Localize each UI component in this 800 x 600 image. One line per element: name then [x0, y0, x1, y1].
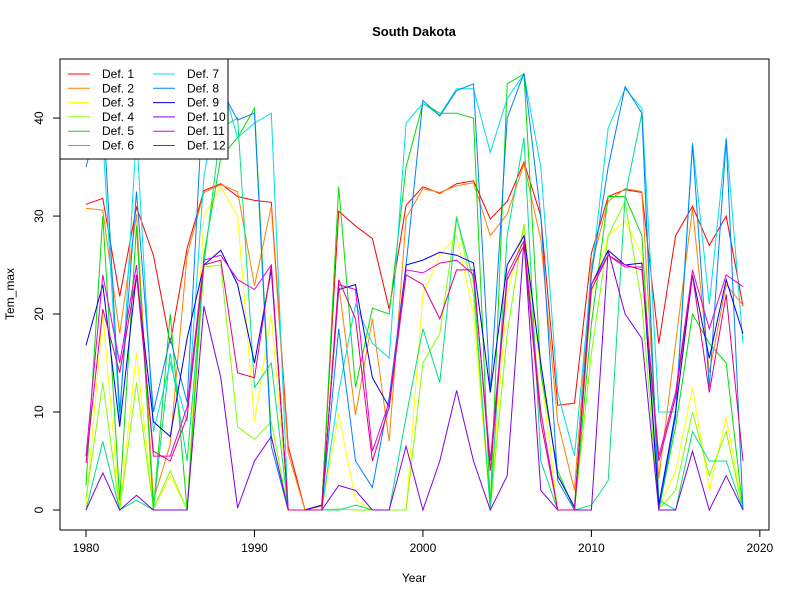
y-axis: 0 10 20 30 40	[32, 111, 61, 513]
legend-label: Def. 10	[187, 110, 226, 124]
legend-label: Def. 1	[102, 67, 134, 81]
legend-label: Def. 11	[187, 124, 225, 138]
x-tick-label: 1980	[73, 541, 100, 555]
legend-label: Def. 4	[102, 110, 134, 124]
legend-box	[59, 58, 229, 160]
y-tick-label: 30	[32, 209, 46, 223]
y-axis-label: Tem_max	[3, 268, 17, 320]
legend-label: Def. 2	[102, 81, 134, 95]
y-tick-label: 10	[32, 405, 46, 419]
y-tick-label: 20	[32, 307, 46, 321]
x-tick-label: 1990	[241, 541, 268, 555]
series-line-8	[85, 72, 744, 512]
series-line-2	[85, 162, 744, 511]
series-line-7	[85, 72, 744, 511]
legend-label: Def. 5	[102, 124, 134, 138]
series-line-1	[85, 160, 744, 511]
series-line-12	[85, 243, 744, 511]
legend-label: Def. 7	[187, 67, 219, 81]
chart-title: South Dakota	[372, 24, 457, 39]
legend-label: Def. 8	[187, 81, 219, 95]
x-tick-label: 2020	[746, 541, 773, 555]
series-line-9	[85, 234, 744, 511]
legend-label: Def. 6	[102, 139, 134, 153]
series-line-6	[85, 113, 744, 511]
x-tick-label: 2010	[578, 541, 605, 555]
y-tick-label: 0	[32, 506, 46, 513]
legend-label: Def. 12	[187, 139, 226, 153]
legend-label: Def. 9	[187, 96, 219, 110]
plot-lines	[85, 72, 744, 512]
y-tick-label: 40	[32, 111, 46, 125]
series-line-10	[85, 240, 744, 512]
x-axis: 1980 1990 2000 2010 2020	[73, 529, 774, 555]
x-tick-label: 2000	[410, 541, 437, 555]
series-line-5	[85, 73, 744, 511]
x-axis-label: Year	[402, 571, 426, 585]
legend-label: Def. 3	[102, 96, 134, 110]
